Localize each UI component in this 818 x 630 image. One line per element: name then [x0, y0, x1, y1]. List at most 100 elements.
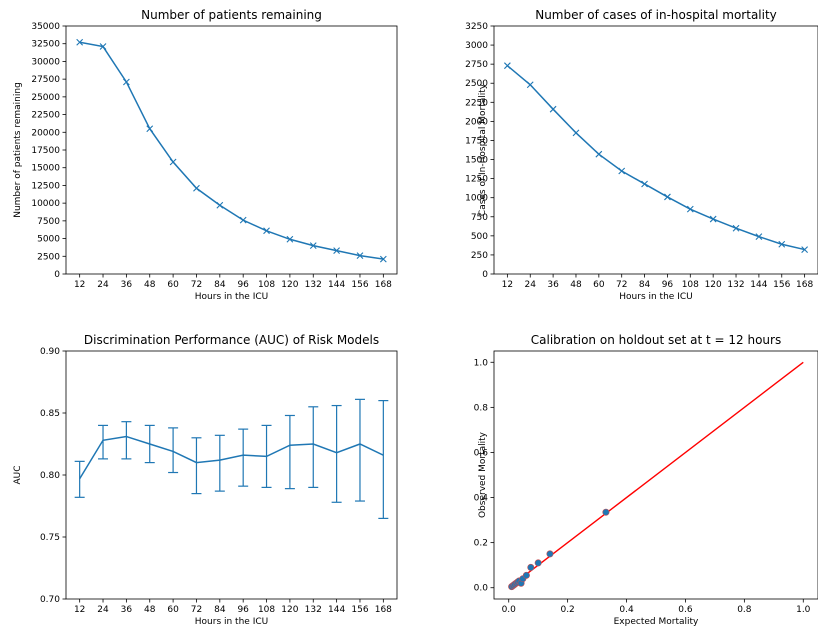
reference-line — [508, 361, 804, 589]
y-axis-label: Cases of In-Hospital Mortality — [478, 83, 488, 216]
x-tick-label: 120 — [705, 280, 722, 290]
x-axis-label: Hours in the ICU — [619, 292, 692, 302]
x-tick-label: 48 — [144, 605, 156, 615]
x-axis-label: Hours in the ICU — [195, 292, 268, 302]
x-tick-label: 144 — [328, 280, 345, 290]
data-point — [602, 508, 610, 516]
x-tick-label: 132 — [305, 280, 322, 290]
x-axis-label: Expected Mortality — [614, 617, 699, 627]
y-tick-label: 2500 — [37, 252, 60, 262]
y-axis-label: AUC — [13, 465, 23, 484]
y-tick-label: 32500 — [31, 40, 60, 50]
x-tick-label: 36 — [547, 280, 559, 290]
y-tick-label: 20000 — [31, 128, 60, 138]
chart-title: Calibration on holdout set at t = 12 hou… — [531, 333, 781, 347]
x-tick-label: 84 — [639, 280, 651, 290]
y-tick-label: 17500 — [31, 146, 60, 156]
data-point-marker — [686, 205, 694, 213]
x-tick-label: 60 — [167, 605, 179, 615]
x-tick-label: 108 — [258, 605, 275, 615]
y-tick-label: 27500 — [31, 75, 60, 85]
data-point-marker — [356, 252, 364, 259]
x-tick-label: 24 — [97, 605, 109, 615]
data-point-marker — [572, 129, 580, 137]
x-tick-label: 168 — [375, 280, 392, 290]
axes-frame — [493, 25, 818, 275]
x-tick-label: 108 — [682, 280, 699, 290]
x-tick-label: 156 — [773, 280, 790, 290]
y-tick-label: 0.70 — [40, 595, 60, 605]
data-point-marker — [526, 81, 534, 89]
x-tick-label: 0.6 — [678, 605, 693, 615]
x-tick-label: 48 — [570, 280, 582, 290]
data-point-marker — [333, 247, 341, 255]
x-tick-label: 84 — [214, 605, 226, 615]
x-tick-label: 132 — [727, 280, 744, 290]
y-axis-label: Number of patients remaining — [13, 82, 23, 218]
x-tick-label: 1.0 — [796, 605, 811, 615]
x-tick-label: 60 — [593, 280, 605, 290]
data-point-marker — [169, 158, 177, 166]
x-tick-label: 0.4 — [619, 605, 634, 615]
series-line — [79, 41, 384, 260]
y-tick-label: 1250 — [465, 175, 488, 185]
y-tick-label: 5000 — [37, 235, 60, 245]
x-tick-label: 72 — [191, 280, 202, 290]
y-tick-label: 0.85 — [40, 409, 60, 419]
data-point — [522, 571, 530, 579]
y-tick-label: 25000 — [31, 93, 60, 103]
y-tick-label: 0.2 — [474, 539, 488, 549]
y-tick-label: 0.90 — [40, 347, 60, 357]
x-tick-label: 72 — [616, 280, 627, 290]
data-point-marker — [76, 38, 84, 46]
y-tick-label: 0.80 — [40, 471, 60, 481]
data-point-marker — [146, 125, 154, 133]
x-tick-label: 0.0 — [502, 605, 517, 615]
data-point-marker — [618, 167, 626, 175]
y-tick-label: 1750 — [465, 136, 488, 146]
y-tick-label: 3250 — [465, 22, 488, 32]
x-tick-label: 168 — [796, 280, 813, 290]
data-point-marker — [286, 235, 294, 243]
data-point — [546, 550, 554, 558]
data-point-marker — [122, 78, 130, 86]
data-point-marker — [801, 246, 809, 253]
x-tick-label: 168 — [375, 605, 392, 615]
chart-panel-3: 12 24 36 48 60 72 84 96 108 120 132 144 156 168 0.70 0.… — [13, 333, 398, 627]
y-tick-label: 12500 — [31, 181, 60, 191]
axes-frame — [493, 350, 818, 600]
x-tick-label: 96 — [237, 605, 249, 615]
y-tick-label: 0.6 — [474, 448, 489, 458]
chart-panel-2: 12 24 36 48 60 72 84 96 108 120 132 144 156 168 0 250 50… — [465, 8, 818, 302]
data-point-marker — [664, 193, 671, 201]
chart-title: Number of cases of in-hospital mortality — [535, 8, 777, 22]
y-axis-label: Observed Mortality — [478, 431, 488, 518]
data-point-marker — [778, 240, 786, 248]
y-tick-label: 1500 — [465, 156, 488, 166]
y-tick-label: 750 — [471, 213, 488, 223]
data-point-marker — [239, 216, 247, 224]
y-tick-label: 2250 — [465, 98, 488, 108]
chart-panel-1: 12 24 36 48 60 72 84 96 108 120 132 144 156 168 0 2500 5… — [13, 8, 398, 302]
y-tick-label: 1.0 — [474, 358, 489, 368]
x-tick-label: 108 — [258, 280, 275, 290]
x-tick-label: 0.2 — [560, 605, 574, 615]
y-tick-label: 0.4 — [474, 494, 489, 504]
axes-frame — [65, 350, 398, 600]
y-tick-label: 0 — [482, 270, 488, 280]
data-point-marker — [216, 201, 224, 209]
y-tick-label: 35000 — [31, 22, 60, 32]
x-tick-label: 144 — [750, 280, 767, 290]
series-line — [79, 435, 384, 480]
x-tick-label: 120 — [281, 280, 298, 290]
x-tick-label: 12 — [74, 605, 85, 615]
y-tick-label: 0 — [54, 270, 60, 280]
data-point-marker — [709, 215, 717, 223]
y-tick-label: 2750 — [465, 60, 488, 70]
y-tick-label: 10000 — [31, 199, 60, 209]
data-point-marker — [379, 255, 387, 263]
x-tick-label: 60 — [167, 280, 179, 290]
y-tick-label: 500 — [471, 232, 488, 242]
x-tick-label: 144 — [328, 605, 345, 615]
y-tick-label: 250 — [471, 251, 488, 261]
